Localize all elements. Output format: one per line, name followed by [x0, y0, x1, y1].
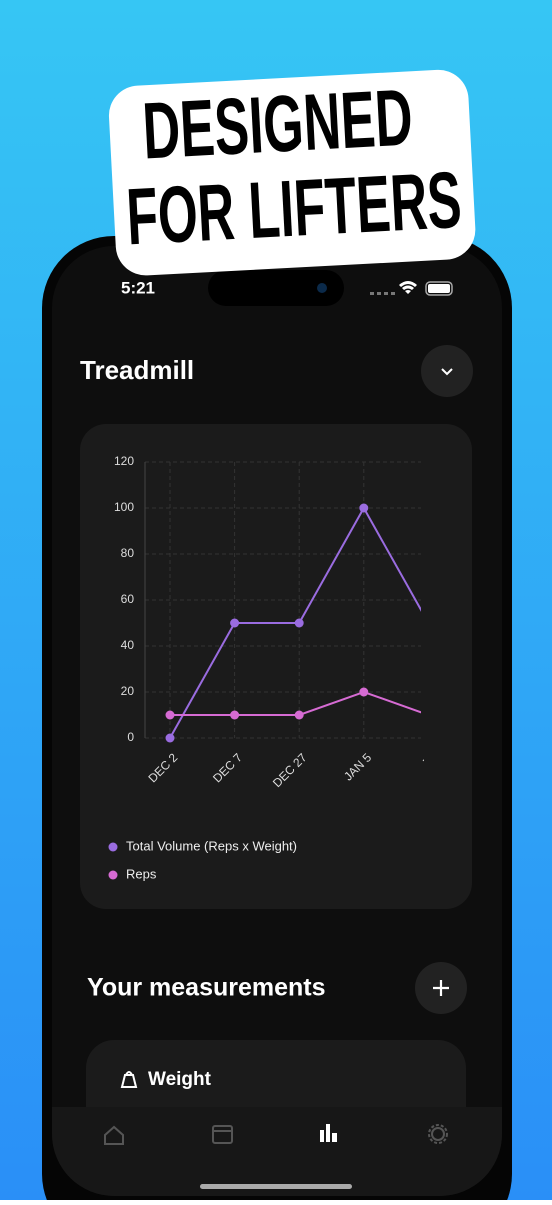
legend-swatch	[108, 870, 118, 880]
y-tick-label: 100	[114, 500, 134, 514]
promo-banner: DESIGNED FOR LIFTERS	[108, 69, 476, 276]
calendar-tab[interactable]	[212, 1125, 233, 1144]
data-point	[230, 710, 240, 720]
x-tick-label: JA	[419, 750, 439, 770]
tab-icons	[104, 1124, 448, 1145]
weight-icon	[120, 1071, 138, 1088]
chart-card	[80, 424, 472, 909]
data-point	[359, 687, 369, 697]
weight-label: Weight	[148, 1069, 212, 1090]
plus-icon	[433, 980, 449, 996]
data-point	[294, 710, 304, 720]
legend-label: Reps	[126, 866, 157, 881]
data-point	[359, 503, 369, 513]
chevron-icon	[441, 368, 453, 376]
legend-label: Total Volume (Reps x Weight)	[126, 838, 297, 853]
y-tick-label: 40	[121, 638, 135, 652]
camera	[317, 283, 327, 293]
collapse-button[interactable]	[421, 345, 473, 397]
stats-tab[interactable]	[320, 1124, 337, 1142]
data-point	[294, 618, 304, 628]
tab-bar	[52, 1107, 502, 1196]
promo-line: FOR LIFTERS	[124, 155, 463, 261]
status-icons	[370, 281, 453, 296]
section-title: Your measurements	[87, 974, 326, 1002]
data-point	[165, 733, 175, 743]
screen-title: Treadmill	[80, 355, 194, 385]
data-point	[230, 618, 240, 628]
y-tick-label: 120	[114, 454, 134, 468]
y-tick-label: 20	[121, 684, 135, 698]
settings-tab[interactable]	[431, 1127, 445, 1141]
legend-swatch	[108, 842, 118, 852]
data-point	[165, 710, 175, 720]
status-time: 5:21	[121, 278, 155, 297]
y-tick-label: 60	[121, 592, 135, 606]
y-tick-label: 0	[127, 730, 134, 744]
y-tick-label: 80	[121, 546, 135, 560]
home-indicator	[200, 1184, 352, 1189]
dynamic-island	[208, 270, 344, 306]
promo-box	[108, 69, 476, 276]
home-tab[interactable]	[104, 1125, 124, 1145]
promo-line: DESIGNED	[140, 72, 414, 175]
weight-card[interactable]	[86, 1040, 466, 1107]
plot-area	[145, 461, 421, 743]
